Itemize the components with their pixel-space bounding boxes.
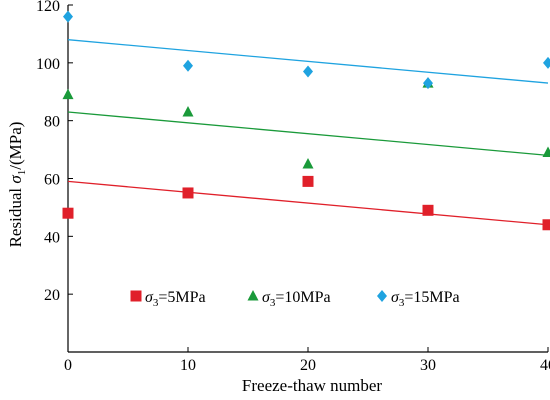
fit-line-diamond <box>67 39 549 84</box>
legend-value: =10MPa <box>275 289 330 306</box>
legend-subscript: 3 <box>399 297 405 309</box>
legend-subscript: 3 <box>153 297 159 309</box>
y-tick-label: 40 <box>44 229 60 246</box>
data-point-square-marker <box>422 204 434 216</box>
legend-subscript: 3 <box>270 297 276 309</box>
fit-lines <box>67 39 549 226</box>
data-point-diamond-marker <box>543 56 550 69</box>
legend-symbol: σ <box>391 289 400 306</box>
data-point-triangle-marker <box>542 146 550 157</box>
legend: σ3=5MPa σ3=10MPa σ3=15MPa <box>130 289 460 309</box>
data-point-diamond-marker <box>183 59 193 72</box>
x-tick-label: 40 <box>540 357 550 374</box>
x-tick-label: 10 <box>180 357 196 374</box>
data-point-square-marker <box>62 207 74 219</box>
y-tick-label: 100 <box>36 56 60 73</box>
data-point-diamond-marker <box>423 77 433 90</box>
x-tick-label: 30 <box>420 357 436 374</box>
legend-triangle-marker <box>247 290 259 301</box>
data-points <box>62 10 550 231</box>
legend-label: σ3=10MPa <box>262 289 331 309</box>
legend-diamond-marker <box>377 290 387 302</box>
y-tick-label: 20 <box>44 287 60 304</box>
legend-square-marker <box>130 290 142 302</box>
x-tick-label: 20 <box>300 357 316 374</box>
data-point-square-marker <box>542 219 550 231</box>
legend-symbol: σ <box>262 289 271 306</box>
y-tick-label: 120 <box>36 0 60 15</box>
y-axis-title-symbol: σ <box>6 175 25 184</box>
x-axis-title: Freeze-thaw number <box>242 376 383 395</box>
data-point-square-marker <box>302 175 314 187</box>
legend-symbol: σ <box>145 289 154 306</box>
fit-line-square <box>67 180 549 226</box>
legend-value: =5MPa <box>158 289 205 306</box>
data-point-triangle-marker <box>182 105 194 117</box>
data-point-diamond-marker <box>303 65 313 78</box>
data-point-triangle-marker <box>302 158 314 169</box>
y-axis-title-suffix: /(MPa) <box>6 122 25 170</box>
legend-label: σ3=5MPa <box>145 289 206 309</box>
data-point-square-marker <box>182 187 194 199</box>
data-point-diamond-marker <box>63 10 73 23</box>
fit-line-triangle <box>67 111 549 157</box>
y-axis-title: Residual σ1/(MPa) <box>6 122 28 248</box>
data-point-triangle-marker <box>62 88 74 100</box>
legend-value: =15MPa <box>404 289 459 306</box>
x-tick-label: 0 <box>64 357 72 374</box>
legend-label: σ3=15MPa <box>391 289 460 309</box>
y-axis-title-subscript: 1 <box>16 170 28 176</box>
y-tick-label: 60 <box>44 172 60 189</box>
y-axis-title-prefix: Residual <box>6 184 25 248</box>
y-tick-label: 80 <box>44 114 60 131</box>
axes: 0 10 20 30 40 20 40 60 80 100 120 <box>36 0 550 374</box>
